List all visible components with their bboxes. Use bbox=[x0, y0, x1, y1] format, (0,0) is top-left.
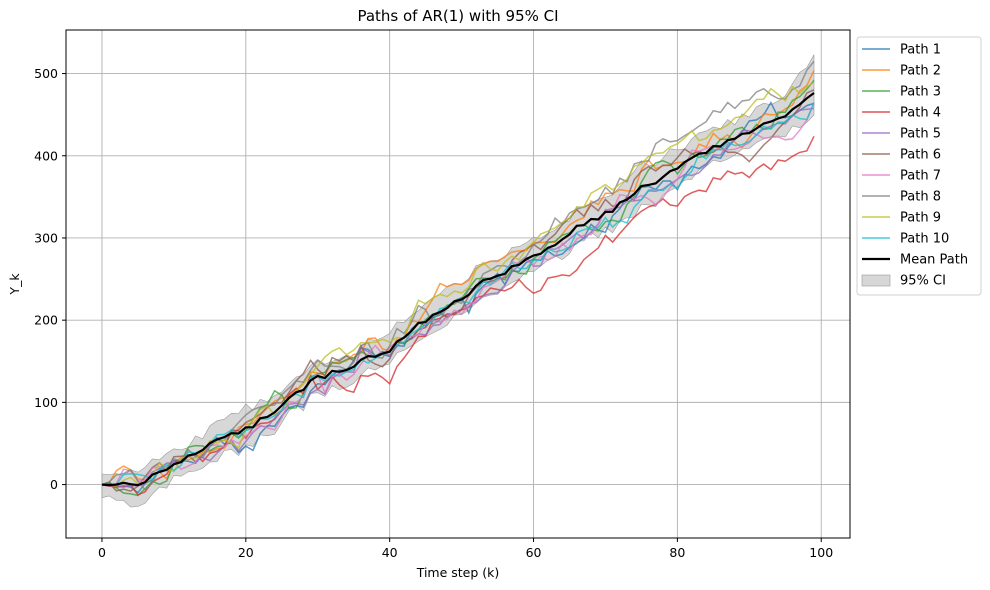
y-tick-label: 400 bbox=[34, 148, 58, 163]
legend: Path 1 Path 2 Path 3 Path 4 Path 5 Path 6 Path… bbox=[856, 36, 982, 296]
legend-label: Path 8 bbox=[900, 190, 941, 205]
chart-title: Paths of AR(1) with 95% CI bbox=[357, 7, 558, 25]
grid-lines bbox=[66, 30, 850, 538]
x-tick-label: 80 bbox=[669, 545, 685, 560]
path-line-7 bbox=[101, 103, 815, 487]
path-line-8 bbox=[101, 60, 815, 491]
y-tick-label: 0 bbox=[50, 477, 58, 492]
x-tick-label: 20 bbox=[238, 545, 254, 560]
legend-label: Path 5 bbox=[900, 127, 941, 142]
x-axis-label: Time step (k) bbox=[416, 565, 500, 580]
x-axis-ticks: 0 20 40 60 80 100 bbox=[98, 538, 833, 560]
legend-label: Path 1 bbox=[900, 43, 941, 58]
legend-label: Mean Path bbox=[900, 253, 968, 268]
x-tick-label: 100 bbox=[809, 545, 833, 560]
legend-label: Path 3 bbox=[900, 85, 941, 100]
legend-label: Path 9 bbox=[900, 211, 941, 226]
y-tick-label: 100 bbox=[34, 395, 58, 410]
y-axis-label: Y_k bbox=[7, 273, 22, 296]
x-tick-label: 40 bbox=[382, 545, 398, 560]
mean-path bbox=[101, 92, 815, 487]
legend-label: Path 2 bbox=[900, 64, 941, 79]
legend-label: Path 4 bbox=[900, 106, 941, 121]
x-tick-label: 0 bbox=[98, 545, 106, 560]
path-line-9 bbox=[101, 81, 815, 487]
legend-swatch bbox=[861, 274, 891, 287]
legend-label: Path 7 bbox=[900, 169, 941, 184]
mean-path-line bbox=[101, 92, 815, 487]
x-tick-label: 60 bbox=[526, 545, 542, 560]
plot-area-frame bbox=[65, 29, 851, 539]
y-tick-label: 300 bbox=[34, 230, 58, 245]
legend-label: Path 6 bbox=[900, 148, 941, 163]
y-tick-label: 500 bbox=[34, 66, 58, 81]
ci-band bbox=[101, 54, 815, 508]
legend-frame bbox=[856, 36, 982, 296]
path-lines bbox=[101, 60, 815, 497]
y-axis-ticks: 0 100 200 300 400 500 bbox=[34, 66, 66, 492]
y-tick-label: 200 bbox=[34, 313, 58, 328]
legend-label: 95% CI bbox=[900, 274, 946, 289]
confidence-band bbox=[101, 54, 815, 508]
legend-label: Path 10 bbox=[900, 232, 949, 247]
